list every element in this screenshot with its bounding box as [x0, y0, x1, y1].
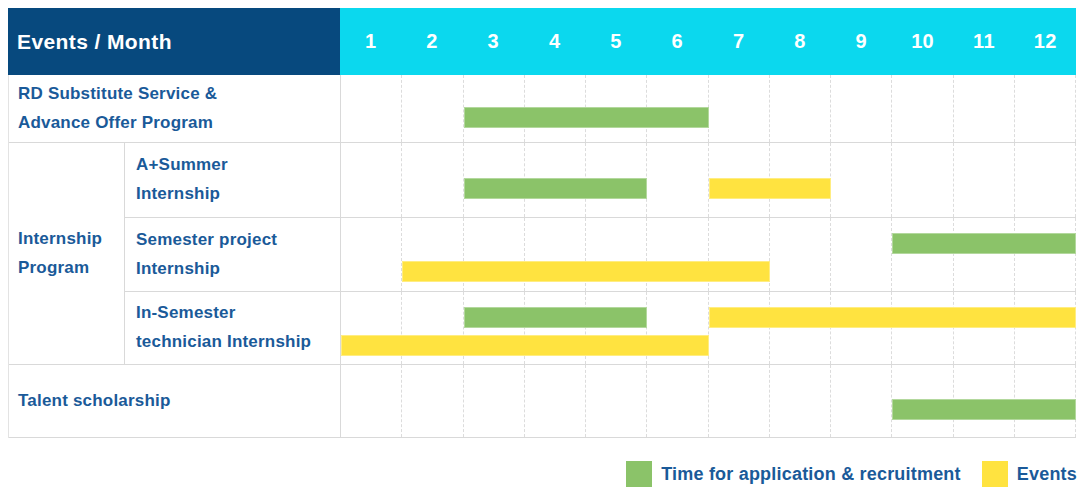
month-gridcell [647, 365, 708, 437]
internship-program-rows: A+Summer Internship Semester project Int… [125, 143, 1076, 364]
month-gridcell [831, 75, 892, 142]
gantt-bar-application [892, 399, 1076, 420]
month-header-cell: 11 [953, 8, 1014, 75]
month-header-cell: 3 [463, 8, 524, 75]
month-gridcell [341, 143, 402, 217]
month-gridcell [402, 143, 463, 217]
month-header-cell: 6 [647, 8, 708, 75]
gantt-bar-application [464, 178, 648, 199]
month-header-cell: 12 [1015, 8, 1076, 75]
table-header-row: Events / Month 123456789101112 [8, 8, 1076, 75]
month-gridcell [647, 143, 708, 217]
month-gridcell [954, 218, 1015, 291]
month-gridcell [831, 143, 892, 217]
gantt-bar-application [464, 107, 709, 128]
month-gridcell [1015, 218, 1076, 291]
gantt-chart: Events / Month 123456789101112 RD Substi… [0, 0, 1080, 494]
month-gridcell [341, 218, 402, 291]
gantt-bar-events [709, 307, 1077, 328]
gantt-bar-events [341, 335, 709, 356]
month-gridcell [954, 75, 1015, 142]
application-legend-swatch [626, 461, 652, 487]
month-gridcell [402, 365, 463, 437]
row-chart-area [341, 292, 1076, 364]
month-gridcell [954, 292, 1015, 364]
month-gridcell [892, 218, 953, 291]
month-gridcell [892, 292, 953, 364]
month-gridcell [831, 365, 892, 437]
table-row: Semester project Internship [125, 217, 1076, 291]
month-gridcell [1015, 75, 1076, 142]
events-legend-swatch [982, 461, 1008, 487]
row-chart-area [341, 218, 1076, 291]
application-legend-label: Time for application & recruitment [661, 464, 961, 485]
month-gridcell [464, 365, 525, 437]
month-header-cell: 10 [892, 8, 953, 75]
month-gridcell [770, 292, 831, 364]
month-header-cell: 1 [340, 8, 401, 75]
month-gridcell [709, 292, 770, 364]
table-body: RD Substitute Service & Advance Offer Pr… [8, 75, 1076, 438]
table-row: A+Summer Internship [125, 143, 1076, 217]
month-gridcell [892, 75, 953, 142]
month-gridcell [341, 75, 402, 142]
month-gridcell [892, 143, 953, 217]
table-row: RD Substitute Service & Advance Offer Pr… [9, 75, 1076, 143]
month-header-cell: 9 [831, 8, 892, 75]
month-gridcell [954, 143, 1015, 217]
row-label-rd-substitute: RD Substitute Service & Advance Offer Pr… [9, 75, 341, 142]
month-gridcell [709, 75, 770, 142]
month-gridcell [525, 365, 586, 437]
month-gridcell [402, 75, 463, 142]
events-month-table: Events / Month 123456789101112 RD Substi… [8, 8, 1076, 438]
month-header-cell: 8 [769, 8, 830, 75]
month-header-cell: 4 [524, 8, 585, 75]
group-label-internship-program: Internship Program [9, 143, 125, 364]
table-row: In-Semester technician Internship [125, 291, 1076, 364]
month-gridcell [831, 218, 892, 291]
row-label-in-semester-technician-internship: In-Semester technician Internship [125, 292, 341, 364]
row-chart-area [341, 143, 1076, 217]
row-label-semester-project-internship: Semester project Internship [125, 218, 341, 291]
legend: Time for application & recruitment Event… [626, 461, 1077, 487]
table-row: Talent scholarship [9, 365, 1076, 438]
month-gridcell [1015, 292, 1076, 364]
gantt-bar-events [402, 261, 770, 282]
internship-program-group: Internship Program A+Summer Internship S… [9, 143, 1076, 365]
row-label-a-summer-internship: A+Summer Internship [125, 143, 341, 217]
month-gridcell [831, 292, 892, 364]
month-header-cell: 7 [708, 8, 769, 75]
row-chart-area [341, 365, 1076, 437]
corner-header-cell: Events / Month [8, 8, 340, 75]
month-header: 123456789101112 [340, 8, 1076, 75]
month-gridcell [586, 365, 647, 437]
month-gridcell [709, 365, 770, 437]
gantt-bar-application [464, 307, 648, 328]
row-chart-area [341, 75, 1076, 142]
month-header-cell: 5 [585, 8, 646, 75]
events-legend-label: Events [1017, 464, 1077, 485]
gantt-bar-application [892, 233, 1076, 254]
month-gridcell [341, 365, 402, 437]
month-gridcell [770, 365, 831, 437]
gantt-bar-events [709, 178, 832, 199]
row-label-talent-scholarship: Talent scholarship [9, 365, 341, 437]
month-gridcell [770, 218, 831, 291]
month-gridcell [770, 75, 831, 142]
month-gridcell [1015, 143, 1076, 217]
month-header-cell: 2 [401, 8, 462, 75]
